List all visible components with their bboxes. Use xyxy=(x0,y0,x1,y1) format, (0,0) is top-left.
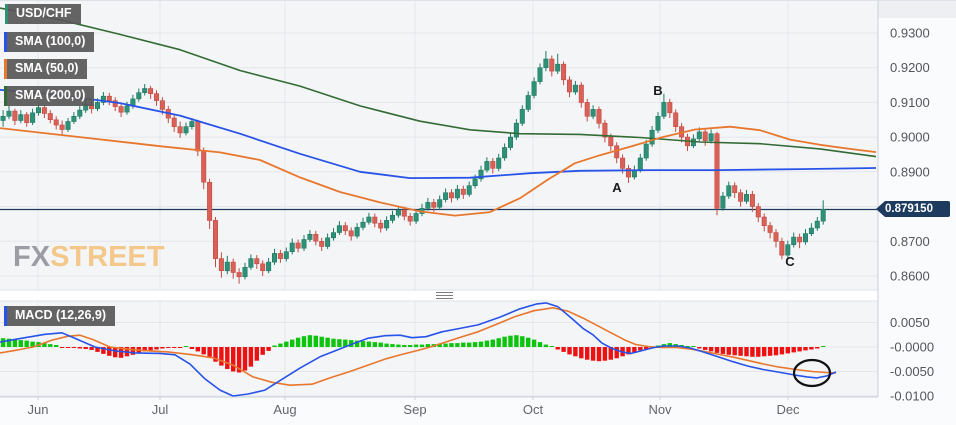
sma50-label: SMA (50,0) xyxy=(7,59,88,79)
candles-layer xyxy=(0,51,826,284)
panel-borders xyxy=(0,0,956,398)
month-label-jul: Jul xyxy=(152,402,169,417)
sma100-color-bar xyxy=(4,32,7,52)
grid-layer xyxy=(0,0,878,397)
legend-chip-sma100: SMA (100,0) xyxy=(4,32,95,52)
sma100-line xyxy=(0,89,877,179)
watermark-fx: FX xyxy=(13,241,51,273)
letter-annotation-b: B xyxy=(653,83,662,98)
month-label-sep: Sep xyxy=(403,402,426,417)
macd-tick-label: -0.0000 xyxy=(890,340,934,355)
price-axis-labels: 0.9300 0.9200 0.9100 0.9000 0.8900 0.8700 0.86… xyxy=(890,26,934,404)
macd-tick-label: -0.0100 xyxy=(890,389,934,404)
sma200-color-bar xyxy=(4,86,7,106)
macd-color-bar xyxy=(4,306,7,326)
price-tick-label: 0.9100 xyxy=(890,95,930,110)
price-tick-label: 0.8700 xyxy=(890,234,930,249)
month-label-oct: Oct xyxy=(523,402,544,417)
time-axis-labels: Jun Jul Aug Sep Oct Nov Dec xyxy=(28,397,800,417)
price-tick-label: 0.8600 xyxy=(890,269,930,284)
month-label-aug: Aug xyxy=(273,402,296,417)
letter-annotation-c: C xyxy=(785,254,795,269)
letter-annotation-a: A xyxy=(612,180,622,195)
macd-tick-label: 0.0050 xyxy=(890,315,930,330)
panel-resize-handle[interactable] xyxy=(436,292,453,299)
current-price-badge: 0.879150 xyxy=(876,201,950,217)
macd-label: MACD (12,26,9) xyxy=(7,306,115,326)
legend-chip-sma200: SMA (200,0) xyxy=(4,86,95,106)
price-tick-label: 0.9200 xyxy=(890,60,930,75)
month-label-jun: Jun xyxy=(28,402,49,417)
macd-main-line xyxy=(0,302,837,397)
crossover-circle-annotation xyxy=(792,358,832,388)
legend-chip-symbol: USD/CHF xyxy=(5,4,81,24)
legend-chip-sma50: SMA (50,0) xyxy=(4,59,88,79)
watermark-street: STREET xyxy=(50,241,165,273)
month-label-dec: Dec xyxy=(776,402,800,417)
sma50-color-bar xyxy=(4,59,7,79)
symbol-label: USD/CHF xyxy=(8,4,81,24)
macd-signal-line xyxy=(0,307,837,386)
sma200-line xyxy=(0,7,877,158)
sma200-label: SMA (200,0) xyxy=(7,86,95,106)
price-tick-label: 0.9000 xyxy=(890,130,930,145)
fxstreet-watermark: FXSTREET xyxy=(13,241,164,274)
symbol-color-bar xyxy=(5,4,8,24)
macd-histogram xyxy=(0,335,826,373)
legend-chip-macd: MACD (12,26,9) xyxy=(4,306,115,326)
month-label-nov: Nov xyxy=(648,402,672,417)
sma100-label: SMA (100,0) xyxy=(7,32,95,52)
sma50-line xyxy=(0,125,877,217)
letter-annotations: A B C xyxy=(612,83,795,269)
axis-top-strip xyxy=(878,0,956,18)
macd-tick-label: -0.0050 xyxy=(890,364,934,379)
price-tick-label: 0.8900 xyxy=(890,164,930,179)
price-tick-label: 0.9300 xyxy=(890,26,930,41)
